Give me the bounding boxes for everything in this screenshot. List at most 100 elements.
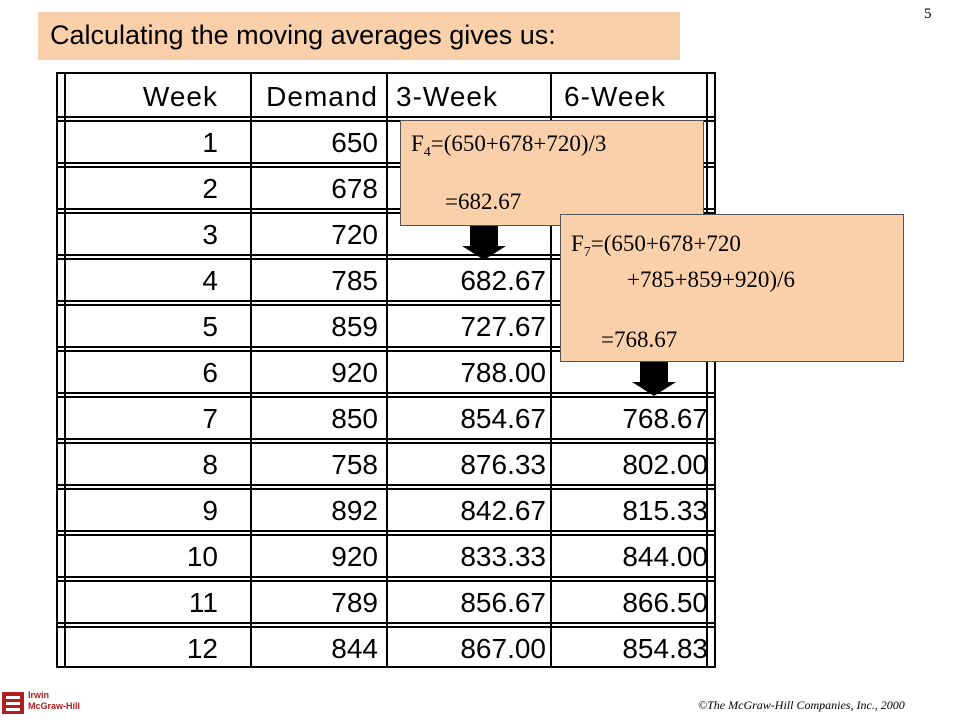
callout-f7: F7=(650+678+720 +785+859+920)/6 =768.67 [560, 214, 904, 362]
three-week-cell: 682.67 [460, 265, 546, 296]
logo-line2: McGraw-Hill [28, 701, 81, 711]
week-cell: 12 [186, 633, 218, 664]
table-row: 8 758 876.33 802.00 [58, 442, 714, 488]
callout-f7-expression-line2: +785+859+920)/6 [627, 267, 795, 292]
demand-cell: 785 [331, 265, 378, 296]
row-rule [58, 350, 714, 352]
week-cell: 5 [202, 311, 218, 342]
week-cell: 8 [202, 449, 218, 480]
table-row: 3 720 [58, 212, 714, 258]
demand-cell: 678 [331, 173, 378, 204]
row-rule [58, 346, 714, 348]
page-title: Calculating the moving averages gives us… [50, 20, 556, 50]
header-6-week: 6-Week [564, 81, 666, 112]
row-rule [58, 530, 714, 532]
table-header-row: Week Demand 3-Week 6-Week [58, 74, 714, 120]
row-rule [58, 488, 714, 490]
table-row: 5 859 727.67 [58, 304, 714, 350]
table-row: 10 920 833.33 844.00 [58, 534, 714, 580]
row-rule [58, 484, 714, 486]
col-divider-2 [386, 74, 388, 666]
demand-cell: 850 [331, 403, 378, 434]
row-rule [58, 622, 714, 624]
three-week-cell: 867.00 [460, 633, 546, 664]
six-week-cell: 866.50 [622, 587, 708, 618]
row-rule [58, 534, 714, 536]
week-cell: 11 [188, 587, 218, 618]
six-week-cell: 854.83 [622, 633, 708, 664]
demand-cell: 758 [331, 449, 378, 480]
three-week-cell: 854.67 [460, 403, 546, 434]
logo-mark-icon [2, 692, 24, 714]
row-rule [58, 396, 714, 398]
six-week-cell: 802.00 [622, 449, 708, 480]
three-week-cell: 856.67 [460, 587, 546, 618]
six-week-cell: 768.67 [622, 403, 708, 434]
moving-average-table: Week Demand 3-Week 6-Week 1 650 2 678 3 720 4 7… [56, 72, 716, 668]
title-banner: Calculating the moving averages gives us… [38, 12, 680, 60]
week-cell: 9 [202, 495, 218, 526]
week-cell: 4 [202, 265, 218, 296]
row-rule [58, 116, 714, 118]
row-rule [58, 300, 714, 302]
week-cell: 6 [202, 357, 218, 388]
demand-cell: 920 [331, 541, 378, 572]
table-row: 7 850 854.67 768.67 [58, 396, 714, 442]
demand-cell: 789 [331, 587, 378, 618]
row-rule [58, 626, 714, 628]
six-week-cell: 815.33 [622, 495, 708, 526]
table-row: 2 678 [58, 166, 714, 212]
six-week-cell: 844.00 [622, 541, 708, 572]
callout-f7-subscript: 7 [583, 245, 591, 260]
table-inner-frame-left [64, 74, 66, 666]
page-number: 5 [924, 6, 932, 22]
header-week: Week [142, 81, 218, 112]
table-row: 6 920 788.00 [58, 350, 714, 396]
week-cell: 10 [186, 541, 218, 572]
callout-f7-result: =768.67 [601, 327, 678, 352]
table-inner-frame-right [706, 74, 708, 666]
week-cell: 3 [202, 219, 218, 250]
table-row: 9 892 842.67 815.33 [58, 488, 714, 534]
callout-f4-subscript: 4 [423, 145, 431, 160]
callout-f4-symbol: F [411, 131, 424, 156]
table-row: 11 789 856.67 866.50 [58, 580, 714, 626]
col-divider-3 [550, 74, 552, 666]
header-3-week: 3-Week [396, 81, 498, 112]
row-rule [58, 254, 714, 256]
row-rule [58, 258, 714, 260]
callout-f7-expression-line1: =(650+678+720 [590, 231, 741, 256]
row-rule [58, 442, 714, 444]
logo-line1: Irwin [28, 690, 50, 700]
week-cell: 1 [202, 127, 218, 158]
row-rule [58, 580, 714, 582]
week-cell: 7 [202, 403, 218, 434]
callout-f4: F4=(650+678+720)/3 =682.67 [400, 120, 704, 226]
table-row: 12 844 867.00 854.83 [58, 626, 714, 672]
row-rule [58, 208, 714, 210]
demand-cell: 892 [331, 495, 378, 526]
copyright-footer: ©The McGraw-Hill Companies, Inc., 2000 [698, 698, 905, 712]
publisher-logo: Irwin McGraw-Hill [2, 690, 82, 716]
three-week-cell: 842.67 [460, 495, 546, 526]
callout-f4-result: =682.67 [445, 189, 522, 214]
week-cell: 2 [202, 173, 218, 204]
table-row: 1 650 [58, 120, 714, 166]
row-rule [58, 304, 714, 306]
table-row: 4 785 682.67 [58, 258, 714, 304]
row-rule [58, 162, 714, 164]
three-week-cell: 727.67 [460, 311, 546, 342]
demand-cell: 650 [331, 127, 378, 158]
demand-cell: 859 [331, 311, 378, 342]
col-divider-1 [250, 74, 252, 666]
row-rule [58, 438, 714, 440]
row-rule [58, 212, 714, 214]
demand-cell: 720 [331, 219, 378, 250]
callout-f7-symbol: F [571, 231, 584, 256]
row-rule [58, 166, 714, 168]
callout-f4-expression: =(650+678+720)/3 [430, 131, 607, 156]
three-week-cell: 833.33 [460, 541, 546, 572]
row-rule [58, 120, 714, 122]
header-demand: Demand [266, 81, 378, 112]
demand-cell: 844 [331, 633, 378, 664]
